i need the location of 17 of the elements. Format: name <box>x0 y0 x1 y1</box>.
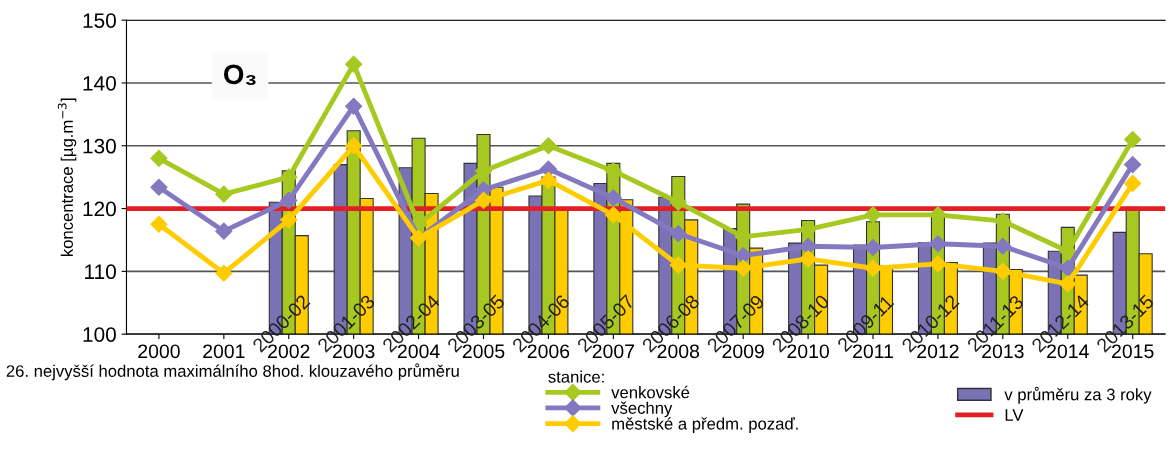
legend-label: v průměru za 3 roky <box>1004 386 1152 404</box>
y-axis-title: koncentrace [µg.m$^{−3}$] <box>57 98 77 257</box>
y-tick-label: 100 <box>83 327 116 342</box>
legend-label: městské a předm. pozaď. <box>612 417 798 433</box>
legend-title: stanice: <box>548 370 604 383</box>
y-tick-label: 150 <box>83 13 116 28</box>
y-tick-label: 140 <box>83 75 116 91</box>
y-tick-label: 120 <box>83 201 116 217</box>
legend-label: všechny <box>611 401 673 418</box>
legend-label: venkovské <box>611 385 690 399</box>
text: 26. nejvyšší hodnota maximálního 8hod. klouzavého průměru <box>6 363 459 381</box>
y-tick-label: 110 <box>85 264 116 280</box>
x-tick-label: 2001 <box>203 344 245 359</box>
legend-label: LV <box>1005 409 1024 421</box>
x-tick-label: 2000 <box>138 344 180 359</box>
y-tick-label: 130 <box>83 138 116 154</box>
annotation: O₃ <box>223 64 256 85</box>
